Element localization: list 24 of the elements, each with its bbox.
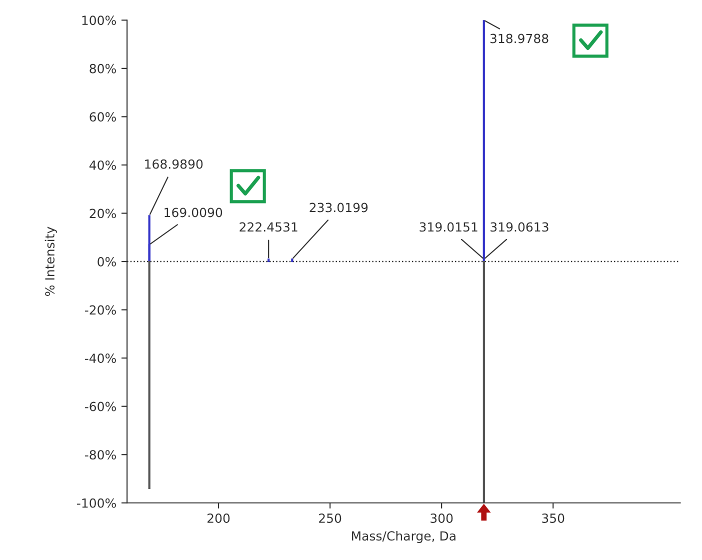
y-axis-title: % Intensity bbox=[44, 226, 57, 296]
annotation: 222.4531 bbox=[240, 222, 298, 232]
annotation: 319.0151 bbox=[420, 222, 478, 232]
annotation: 318.9788 bbox=[490, 34, 548, 44]
y-tick-label: -80% bbox=[84, 450, 116, 460]
y-tick-label: -100% bbox=[77, 498, 116, 508]
y-tick-label: 80% bbox=[90, 64, 116, 74]
annotation: 168.9890 bbox=[145, 159, 203, 169]
y-tick-label: 20% bbox=[90, 208, 116, 218]
x-tick-label: 350 bbox=[542, 514, 564, 523]
x-tick-label: 200 bbox=[208, 514, 230, 523]
annotation: 319.0613 bbox=[490, 222, 548, 232]
y-tick-label: 40% bbox=[89, 160, 116, 170]
y-tick-label: -40% bbox=[84, 354, 116, 363]
annotation: 233.0199 bbox=[310, 202, 368, 212]
y-tick-label: -60% bbox=[84, 402, 116, 412]
x-tick-label: 250 bbox=[319, 514, 342, 523]
y-tick-label: 0% bbox=[98, 256, 116, 266]
x-axis-title: Mass/Charge, Da bbox=[352, 530, 456, 544]
annotation: 169.0090 bbox=[164, 208, 222, 218]
y-tick-label: 100% bbox=[82, 16, 116, 26]
y-tick-label: 60% bbox=[90, 112, 116, 122]
x-tick-label: 300 bbox=[430, 514, 453, 523]
y-tick-label: -20% bbox=[84, 305, 116, 315]
